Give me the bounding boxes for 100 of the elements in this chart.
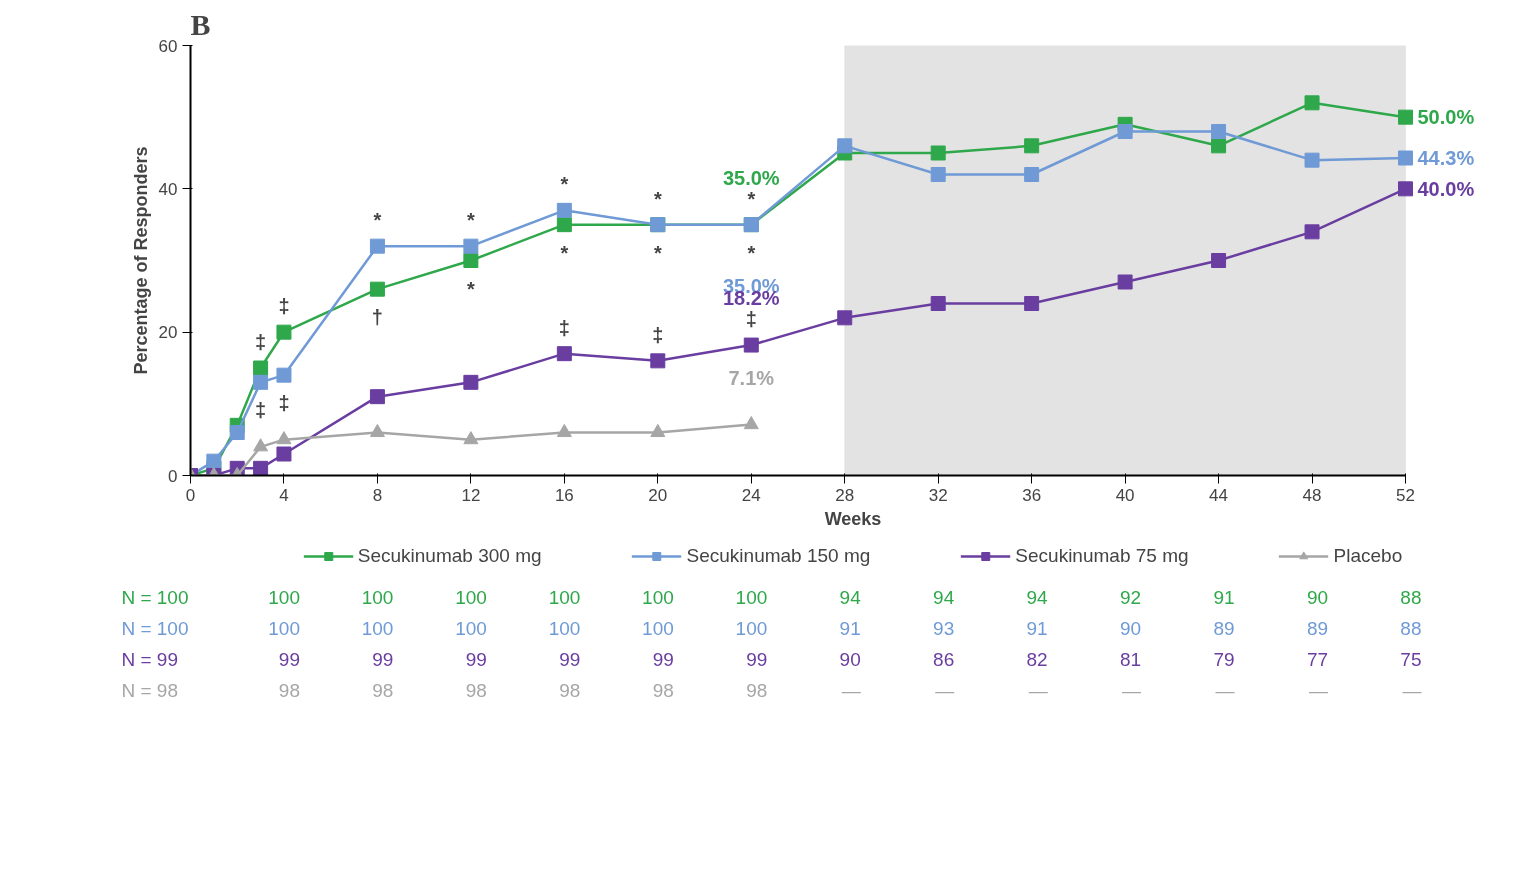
text: 93 [933, 617, 955, 639]
x-axis-title: Weeks [824, 508, 882, 529]
x-tick-label: 40 [1115, 485, 1135, 505]
x-tick-label: 12 [461, 485, 481, 505]
annotation: † [371, 306, 383, 329]
x-tick-label: 16 [554, 485, 574, 505]
annotation: * [560, 241, 569, 264]
text: 90 [839, 649, 861, 671]
text: 86 [933, 649, 955, 671]
text: 99 [465, 649, 487, 671]
x-tick-label: 8 [372, 485, 383, 505]
x-tick-label: 28 [835, 485, 855, 505]
text: 100 [735, 617, 768, 639]
text: 77 [1306, 649, 1329, 671]
y-tick-label: 0 [168, 466, 178, 486]
annotation: * [653, 187, 662, 210]
text: 94 [1026, 586, 1049, 608]
data-label: 50.0% [1417, 106, 1475, 129]
text: — [1122, 680, 1142, 702]
text: 100 [268, 617, 300, 639]
x-tick-label: 32 [928, 485, 948, 505]
text: 100 [642, 586, 674, 608]
text: 100 [361, 586, 394, 608]
text: N = 100 [121, 617, 189, 639]
text: 100 [735, 586, 768, 608]
text: 82 [1026, 649, 1048, 671]
text: 100 [455, 617, 487, 639]
text: 88 [1400, 586, 1422, 608]
annotation: ‡ [255, 331, 267, 353]
text: 100 [361, 617, 394, 639]
x-tick-label: 20 [648, 485, 668, 505]
text: 90 [1119, 617, 1142, 639]
text: 100 [548, 586, 581, 608]
text: 99 [372, 649, 394, 671]
text: 89 [1213, 617, 1235, 639]
annotation: ‡ [278, 392, 290, 415]
text: — [1028, 680, 1048, 702]
text: 98 [465, 680, 487, 702]
legend-label: Secukinumab 300 mg [357, 545, 542, 567]
text: 98 [372, 680, 394, 702]
text: 100 [268, 586, 300, 608]
data-label: 35.0% [722, 166, 780, 189]
text: 75 [1400, 649, 1422, 671]
text: 81 [1119, 649, 1142, 671]
annotation: * [747, 241, 756, 264]
text: — [841, 680, 861, 702]
y-tick-label: 40 [158, 179, 178, 199]
text: 100 [455, 586, 487, 608]
text: 99 [278, 649, 300, 671]
text: 100 [548, 617, 581, 639]
text: N = 99 [121, 649, 178, 671]
text: 91 [1026, 617, 1048, 639]
y-axis-title: Percentage of Responders [130, 146, 151, 375]
text: 90 [1306, 586, 1329, 608]
annotation: * [373, 209, 382, 232]
data-label: 44.3% [1417, 147, 1475, 170]
annotation: ‡ [558, 316, 570, 339]
text: 98 [746, 680, 768, 702]
text: 89 [1306, 617, 1329, 639]
annotation: ‡ [278, 295, 290, 318]
annotation: ‡ [255, 399, 267, 422]
text: 88 [1400, 617, 1422, 639]
x-tick-label: 44 [1209, 485, 1229, 505]
text: — [1402, 680, 1422, 702]
annotation: ‡ [745, 308, 757, 331]
text: — [1215, 680, 1235, 702]
text: 98 [559, 680, 581, 702]
text: 94 [933, 586, 955, 608]
text: — [1309, 680, 1329, 702]
data-label: 40.0% [1417, 177, 1475, 200]
x-tick-label: 36 [1022, 485, 1042, 505]
y-tick-label: 20 [158, 323, 178, 343]
annotation: * [747, 187, 756, 210]
text: 99 [652, 649, 674, 671]
annotation: * [466, 277, 475, 300]
text: — [935, 680, 955, 702]
text: 91 [1213, 586, 1235, 608]
text: 91 [839, 617, 861, 639]
data-label: 7.1% [728, 366, 775, 389]
annotation: * [653, 241, 662, 264]
chart-title: B [190, 7, 211, 41]
y-tick-label: 60 [158, 36, 178, 56]
text: 98 [278, 680, 300, 702]
text: 98 [652, 680, 674, 702]
x-tick-label: 24 [741, 485, 761, 505]
text: 99 [746, 649, 768, 671]
text: N = 98 [121, 680, 178, 702]
x-tick-label: 4 [279, 485, 289, 505]
text: 94 [839, 586, 862, 608]
text: 79 [1213, 649, 1235, 671]
x-tick-label: 52 [1396, 485, 1415, 505]
legend-label: Placebo [1333, 545, 1403, 567]
annotation: ‡ [652, 323, 664, 346]
text: 100 [642, 617, 674, 639]
x-tick-label: 0 [185, 485, 196, 505]
legend-label: Secukinumab 75 mg [1015, 545, 1189, 567]
text: N = 100 [121, 586, 189, 608]
text: 99 [559, 649, 581, 671]
annotation: * [560, 173, 569, 196]
text: 92 [1119, 586, 1142, 608]
